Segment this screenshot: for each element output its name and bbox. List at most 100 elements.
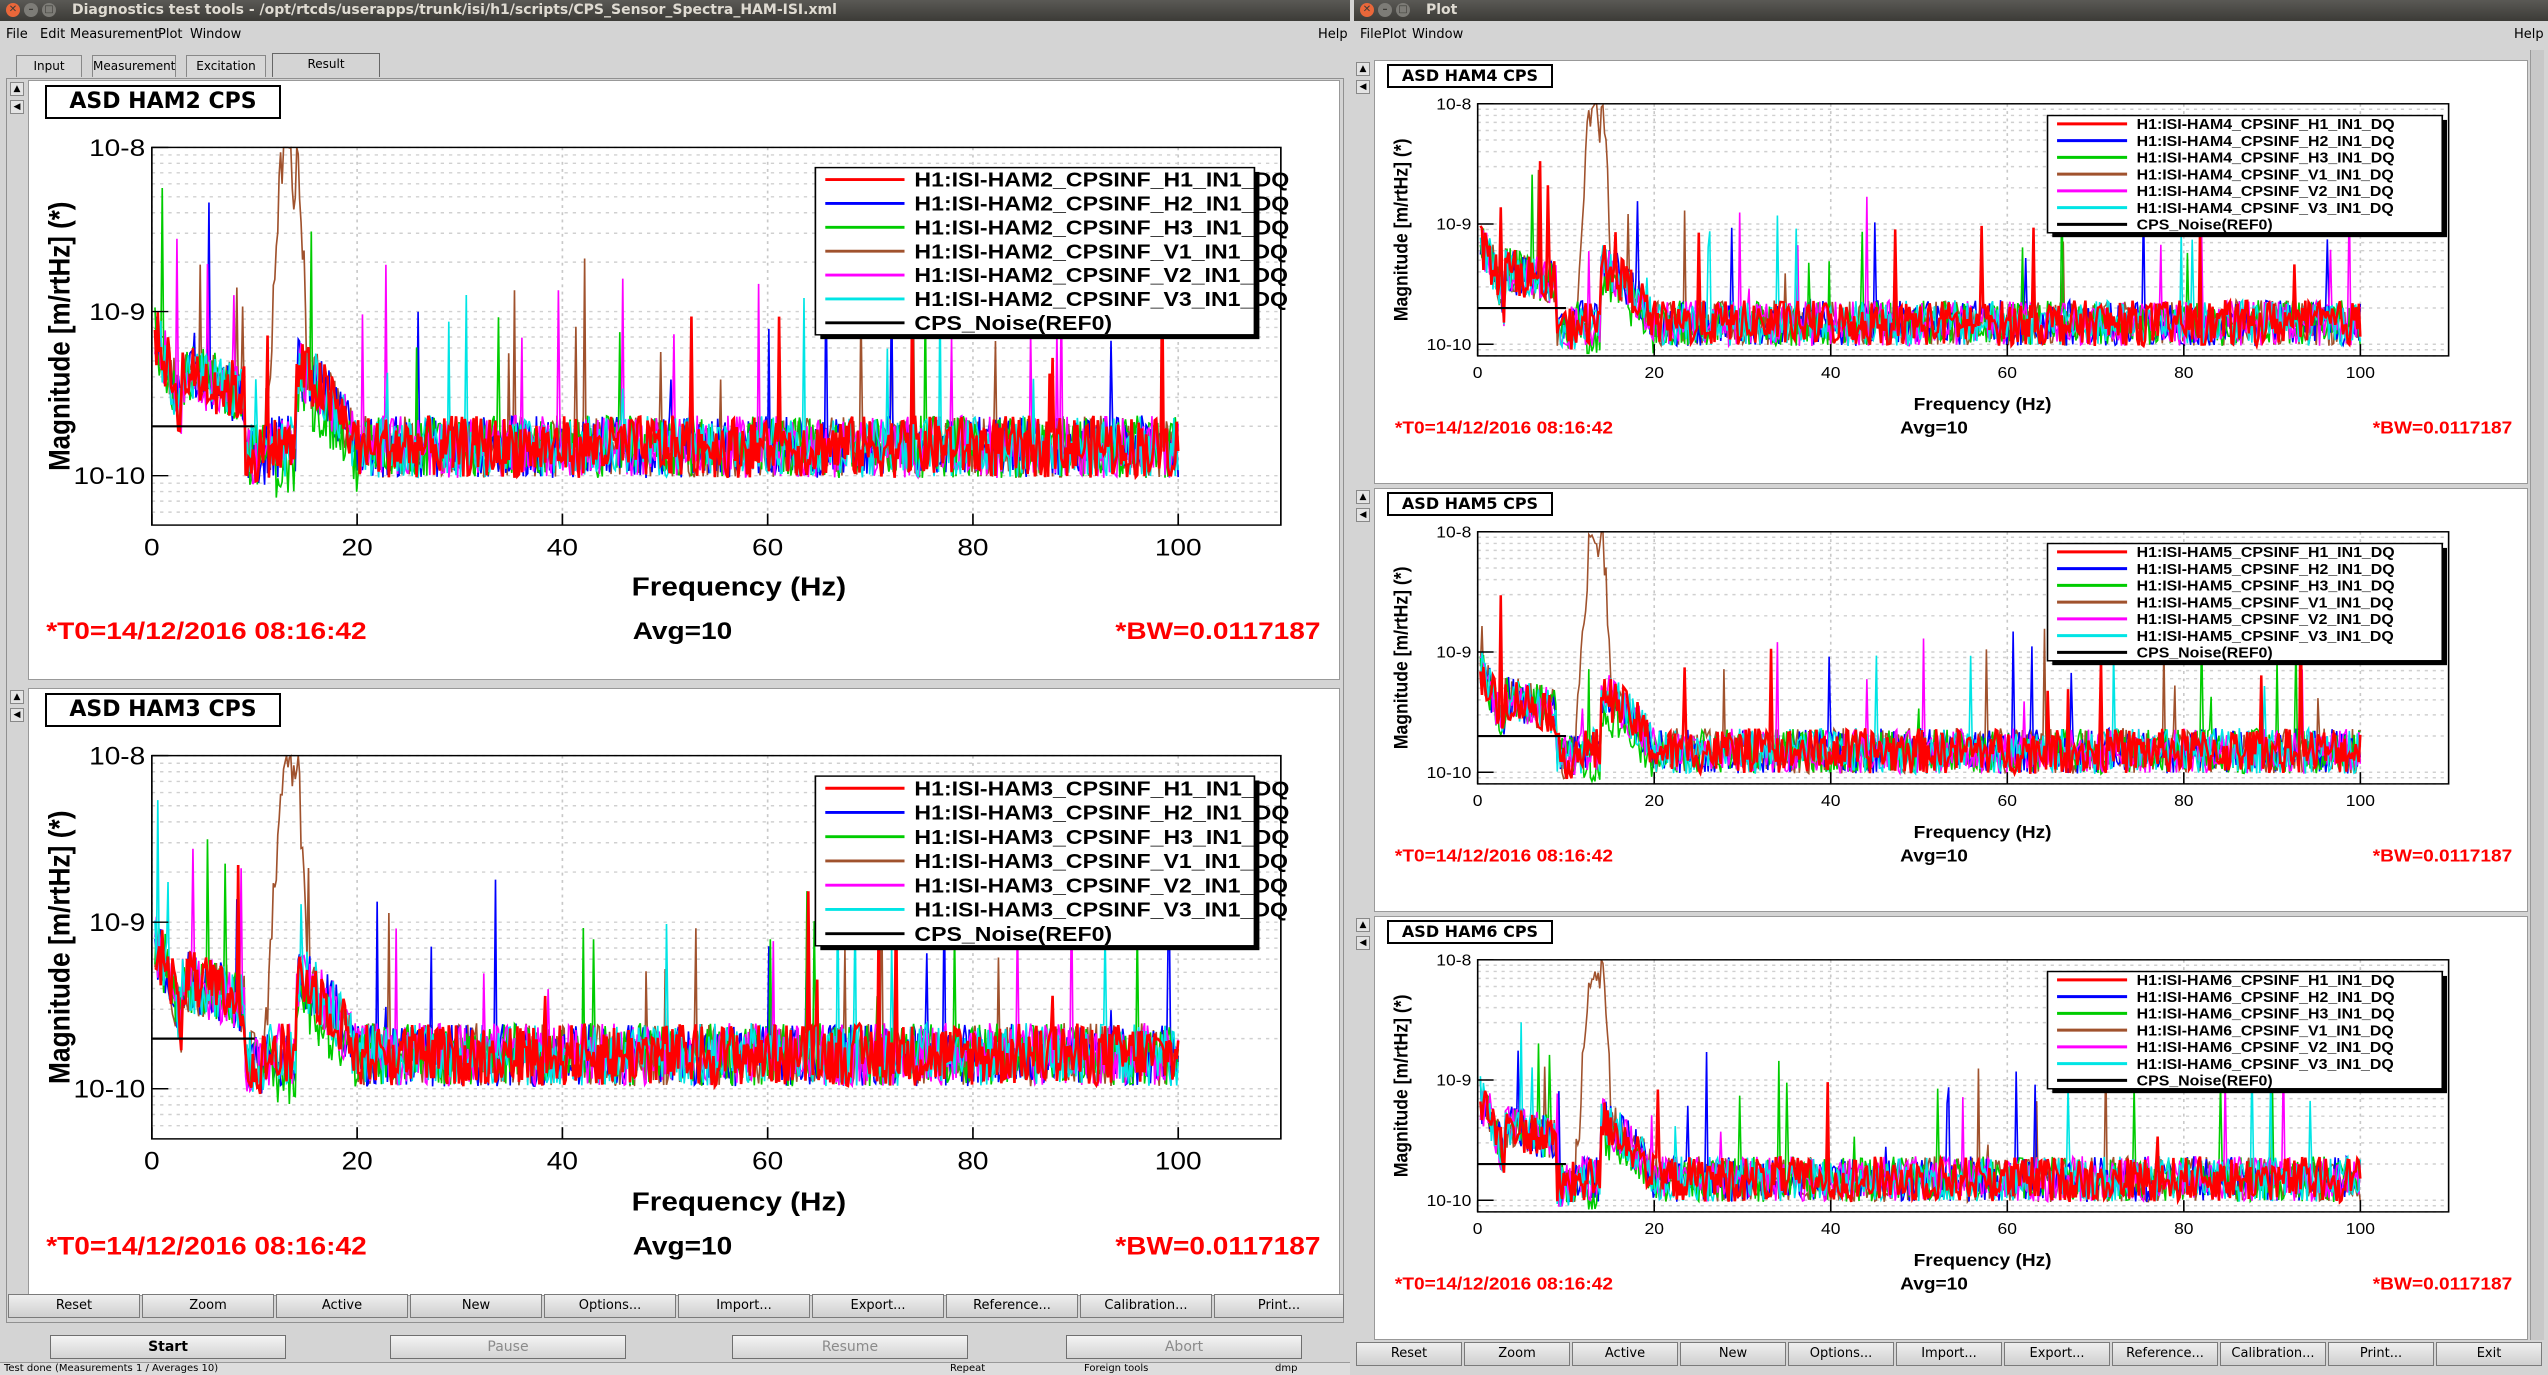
scrollbar[interactable] <box>2530 50 2544 1340</box>
x-tick-label: 20 <box>342 1147 373 1175</box>
menu-file[interactable]: File <box>6 27 28 42</box>
series-trace <box>1479 1022 2362 1207</box>
plot-pad-ham3[interactable]: ASD HAM3 CPS 0 20 40 60 80 100 10-8 10-9 10-10 Fr… <box>28 688 1340 1296</box>
zoom-button[interactable]: Zoom <box>142 1294 274 1318</box>
minimize-icon[interactable]: – <box>24 3 38 17</box>
menu-edit[interactable]: Edit <box>40 27 66 42</box>
avg-label: Avg=10 <box>633 1232 733 1260</box>
options-button[interactable]: Options... <box>544 1294 676 1318</box>
menu-window[interactable]: Window <box>1412 27 1464 42</box>
bw-label: *BW=0.0117187 <box>2373 1273 2513 1293</box>
tab-input[interactable]: Input <box>16 55 82 77</box>
plot-pad-ham5[interactable]: ASD HAM5 CPS 0 20 40 60 80 100 10-8 10-9 10-10 Fr… <box>1374 488 2528 912</box>
x-tick-label: 60 <box>752 1147 783 1175</box>
menu-help[interactable]: Help <box>1318 27 1348 42</box>
abort-button[interactable]: Abort <box>1066 1335 1302 1359</box>
print-button[interactable]: Print... <box>2328 1342 2434 1366</box>
x-tick-label: 80 <box>957 1147 988 1175</box>
plot-title: ASD HAM2 CPS <box>45 85 281 119</box>
y-tick-label: 10-10 <box>1427 1192 1472 1210</box>
close-icon[interactable]: ✕ <box>6 3 20 17</box>
reset-button[interactable]: Reset <box>1356 1342 1462 1366</box>
pad-up-arrow-icon[interactable]: ▲ <box>10 690 24 704</box>
calibration-button[interactable]: Calibration... <box>2220 1342 2326 1366</box>
menu-window[interactable]: Window <box>190 27 242 42</box>
export-button[interactable]: Export... <box>812 1294 944 1318</box>
reset-button[interactable]: Reset <box>8 1294 140 1318</box>
legend-label: H1:ISI-HAM5_CPSINF_H2_IN1_DQ <box>2137 561 2395 577</box>
close-icon[interactable]: ✕ <box>1360 3 1374 17</box>
bw-label: *BW=0.0117187 <box>2373 845 2513 865</box>
tab-excitation[interactable]: Excitation <box>186 55 266 77</box>
pad-left-arrow-icon[interactable]: ◀ <box>1356 80 1370 94</box>
plot-title: ASD HAM3 CPS <box>45 693 281 727</box>
y-tick-label: 10-9 <box>1436 643 1471 661</box>
menu-file[interactable]: File <box>1360 27 1382 42</box>
x-tick-label: 0 <box>1473 1219 1483 1237</box>
pad-left-arrow-icon[interactable]: ◀ <box>10 100 24 114</box>
pause-button[interactable]: Pause <box>390 1335 626 1359</box>
pad-left-arrow-icon[interactable]: ◀ <box>10 708 24 722</box>
reference-button[interactable]: Reference... <box>946 1294 1078 1318</box>
menu-measurement[interactable]: Measurement <box>70 27 160 42</box>
print-button[interactable]: Print... <box>1214 1294 1344 1318</box>
legend-label: CPS_Noise(REF0) <box>2137 645 2273 661</box>
plot-pad-ham4[interactable]: ASD HAM4 CPS 0 20 40 60 80 100 10-8 10-9 10-10 Fr… <box>1374 60 2528 484</box>
series-trace <box>1479 1082 2362 1206</box>
new-button[interactable]: New <box>1680 1342 1786 1366</box>
calibration-button[interactable]: Calibration... <box>1080 1294 1212 1318</box>
import-button[interactable]: Import... <box>678 1294 810 1318</box>
axes-frame <box>1476 531 2450 785</box>
result-frame <box>6 78 1344 1323</box>
menu-plot[interactable]: Plot <box>158 27 183 42</box>
x-axis-label: Frequency (Hz) <box>632 572 846 601</box>
active-button[interactable]: Active <box>276 1294 408 1318</box>
minimize-icon[interactable]: – <box>1378 3 1392 17</box>
right-button-row: Reset Zoom Active New Options... Import.… <box>1356 1342 2546 1368</box>
pad-up-arrow-icon[interactable]: ▲ <box>10 82 24 96</box>
right-titlebar: ✕ – □ Plot <box>1354 0 2548 21</box>
legend-label: H1:ISI-HAM5_CPSINF_V3_IN1_DQ <box>2137 628 2394 644</box>
x-tick-label: 100 <box>1155 533 1202 561</box>
legend-label: H1:ISI-HAM2_CPSINF_V1_IN1_DQ <box>914 240 1288 263</box>
legend-label: H1:ISI-HAM3_CPSINF_V1_IN1_DQ <box>914 849 1288 872</box>
options-button[interactable]: Options... <box>1788 1342 1894 1366</box>
x-tick-label: 100 <box>1155 1147 1202 1175</box>
pad-up-arrow-icon[interactable]: ▲ <box>1356 918 1370 932</box>
tab-result[interactable]: Result <box>272 53 380 77</box>
plot-pad-ham2[interactable]: ASD HAM2 CPS 0 20 40 60 80 100 10-8 10-9 10-10 Fr… <box>28 80 1340 680</box>
import-button[interactable]: Import... <box>1896 1342 2002 1366</box>
exit-button[interactable]: Exit <box>2436 1342 2542 1366</box>
menu-plot[interactable]: Plot <box>1382 27 1407 42</box>
start-button[interactable]: Start <box>50 1335 286 1359</box>
left-menubar: File Edit Measurement Plot Window Help <box>0 23 1350 47</box>
pad-left-arrow-icon[interactable]: ◀ <box>1356 508 1370 522</box>
reference-button[interactable]: Reference... <box>2112 1342 2218 1366</box>
legend-label: H1:ISI-HAM4_CPSINF_H3_IN1_DQ <box>2137 150 2395 166</box>
export-button[interactable]: Export... <box>2004 1342 2110 1366</box>
pad-up-arrow-icon[interactable]: ▲ <box>1356 62 1370 76</box>
pad-left-arrow-icon[interactable]: ◀ <box>1356 936 1370 950</box>
zoom-button[interactable]: Zoom <box>1464 1342 1570 1366</box>
new-button[interactable]: New <box>410 1294 542 1318</box>
plot-window: ✕ – □ Plot File Plot Window Help ▲ ◀ ASD… <box>1354 0 2548 1375</box>
pad-up-arrow-icon[interactable]: ▲ <box>1356 490 1370 504</box>
maximize-icon[interactable]: □ <box>42 3 56 17</box>
y-tick-label: 10-8 <box>1436 523 1471 541</box>
menu-help[interactable]: Help <box>2514 27 2544 42</box>
window-title: Diagnostics test tools - /opt/rtcds/user… <box>72 2 837 18</box>
plot-ham5-svg: 0 20 40 60 80 100 10-8 10-9 10-10 Frequency (Hz) M… <box>1390 523 2513 865</box>
legend-label: H1:ISI-HAM6_CPSINF_H3_IN1_DQ <box>2137 1006 2395 1022</box>
legend-label: H1:ISI-HAM3_CPSINF_H2_IN1_DQ <box>914 801 1289 824</box>
tab-measurement[interactable]: Measurement <box>92 55 176 77</box>
status-bar: Test done (Measurements 1 / Averages 10)… <box>0 1362 1350 1375</box>
avg-label: Avg=10 <box>633 617 733 645</box>
maximize-icon[interactable]: □ <box>1396 3 1410 17</box>
resume-button[interactable]: Resume <box>732 1335 968 1359</box>
series-trace <box>1479 650 2362 776</box>
active-button[interactable]: Active <box>1572 1342 1678 1366</box>
plot-pad-ham6[interactable]: ASD HAM6 CPS 0 20 40 60 80 100 10-8 10-9 10-10 Fr… <box>1374 916 2528 1340</box>
bw-label: *BW=0.0117187 <box>2373 417 2513 437</box>
legend-label: CPS_Noise(REF0) <box>2137 217 2273 233</box>
legend-label: H1:ISI-HAM2_CPSINF_V3_IN1_DQ <box>914 287 1288 310</box>
